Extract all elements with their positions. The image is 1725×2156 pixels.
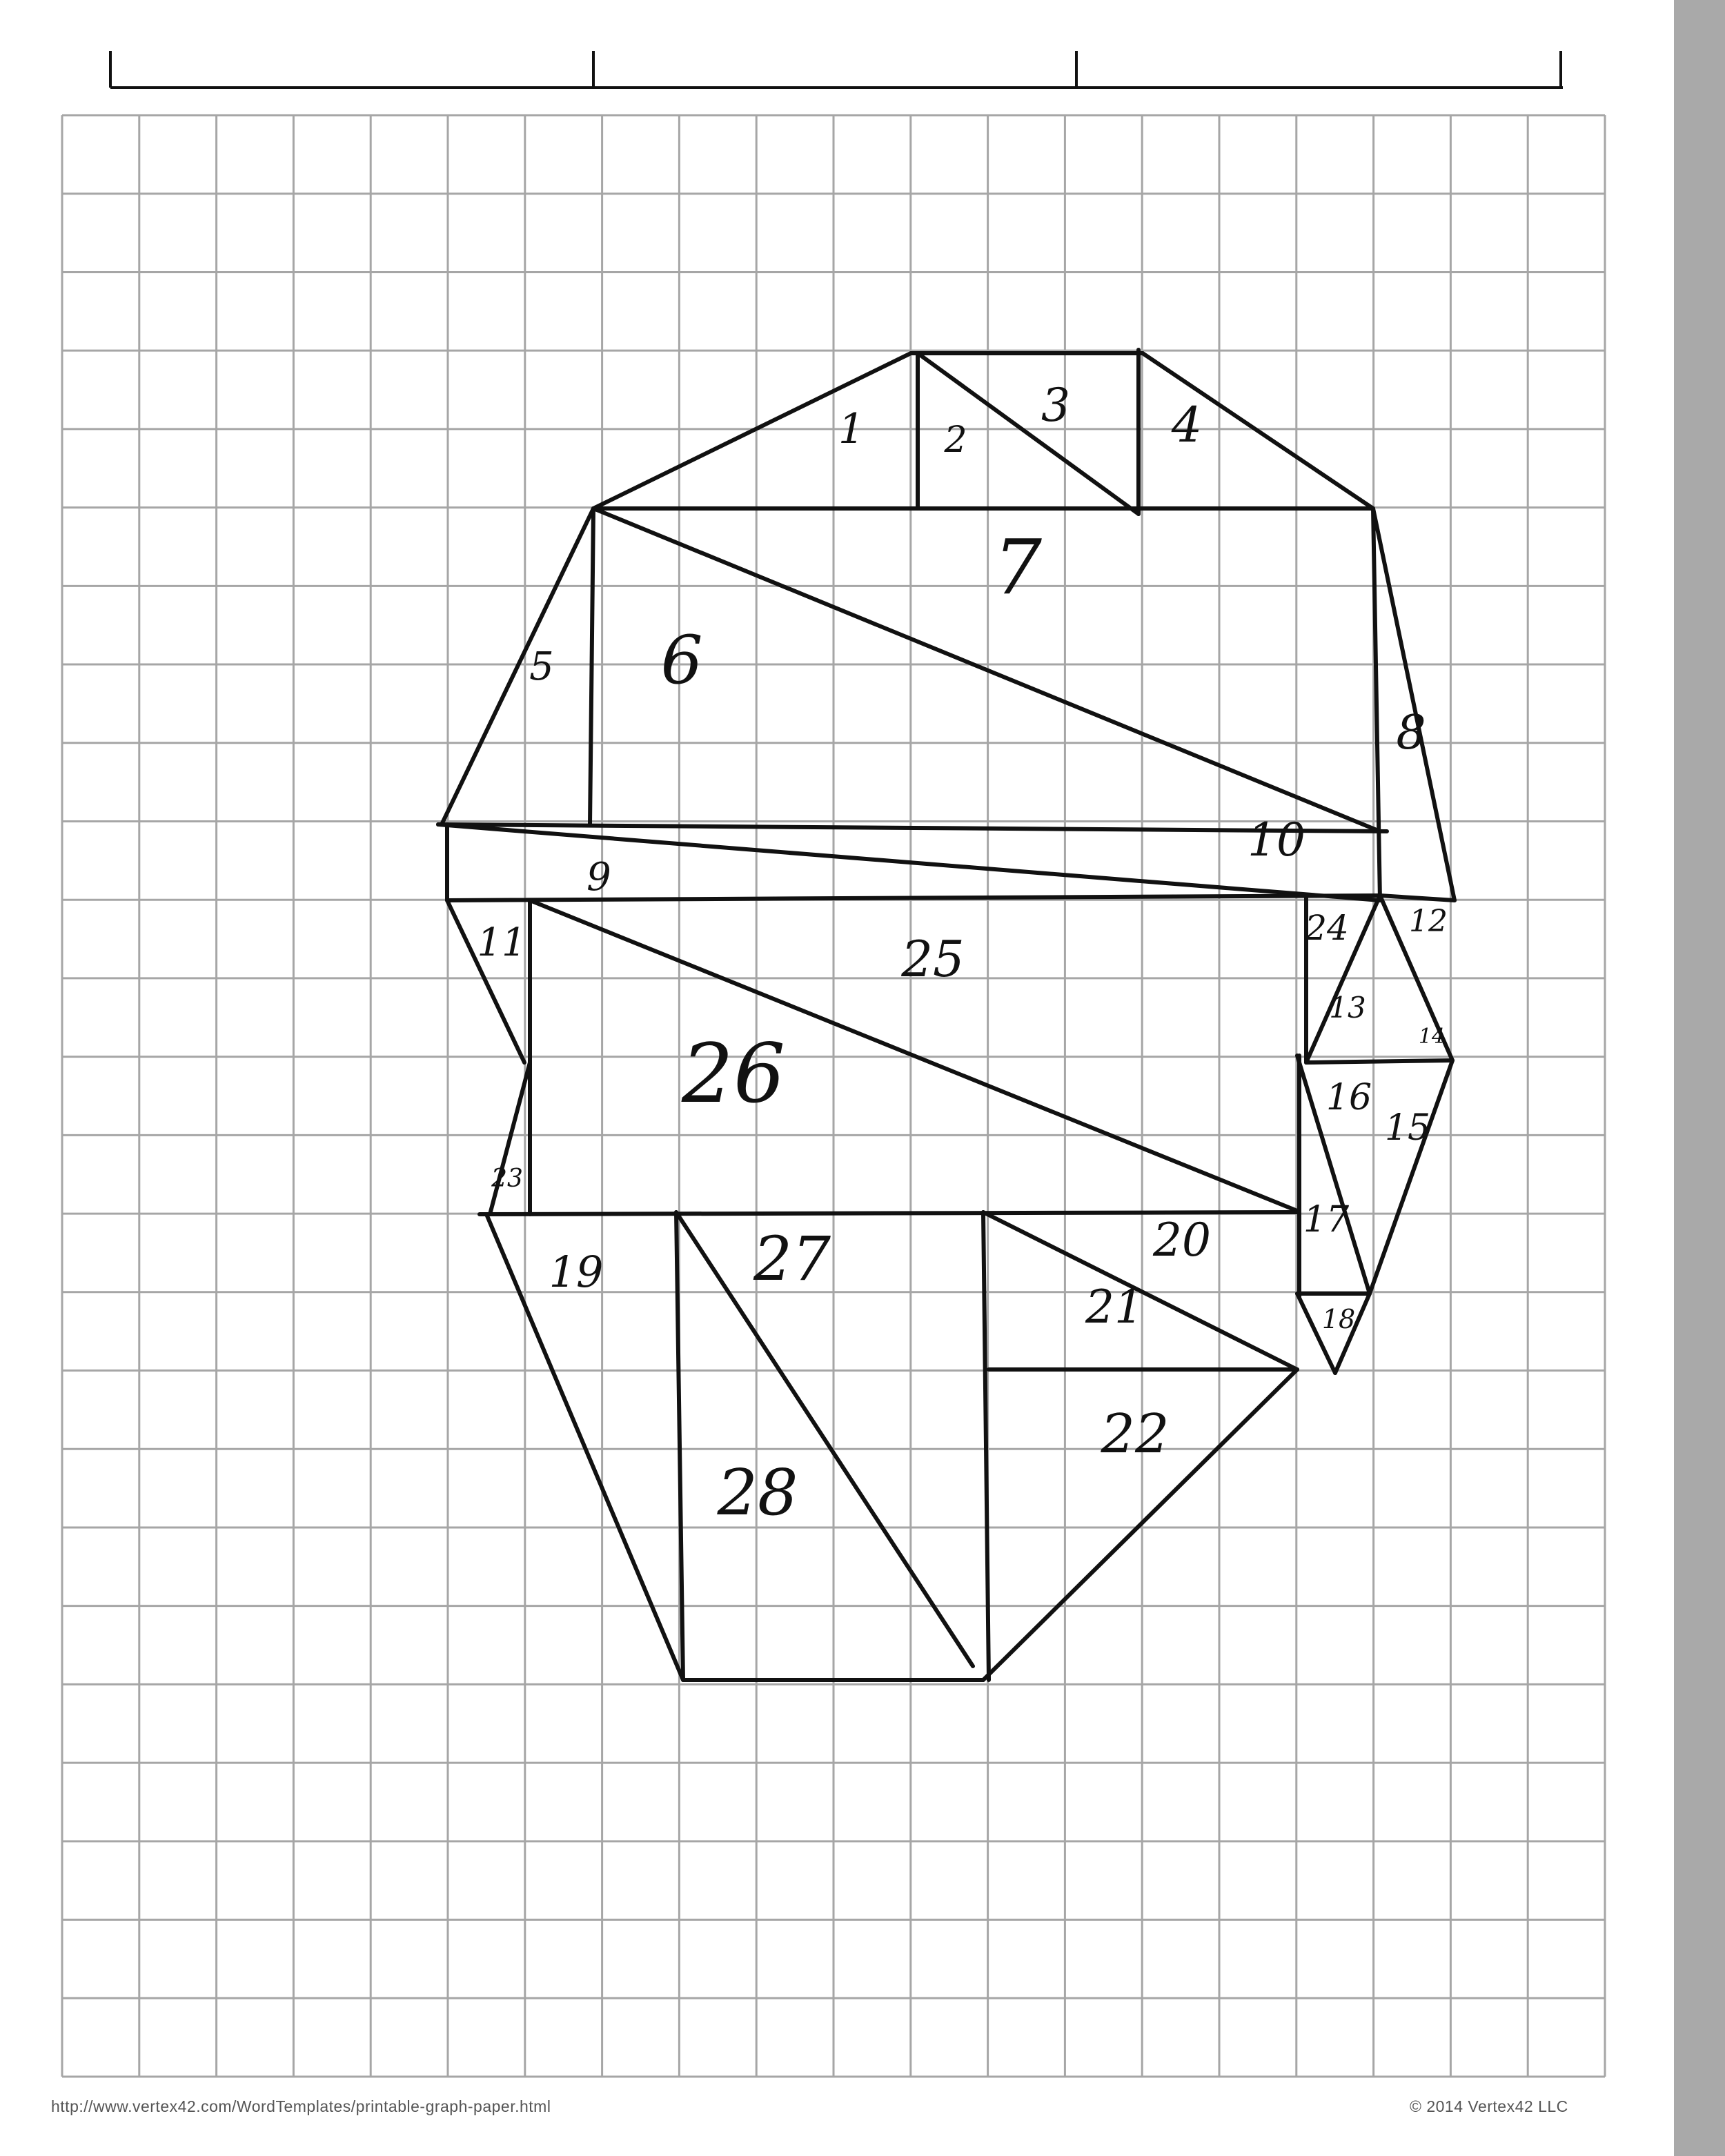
graph-paper-page: 1 2 3 4 5 6 7 8 9 10 11 12 13 14 15 16 17 18 19 20 21 22 23 24 2… — [51, 51, 1606, 2115]
shape-edge — [477, 1210, 1301, 1216]
shape-edge — [981, 1210, 991, 1682]
shape-edge — [916, 351, 1141, 516]
shape-edge — [1295, 1054, 1372, 1296]
region-label-23: 23 — [491, 1165, 523, 1193]
region-label-28: 28 — [716, 1456, 798, 1530]
shape-edge — [484, 1212, 685, 1682]
region-label-12: 12 — [1409, 904, 1448, 939]
region-label-15: 15 — [1385, 1107, 1430, 1149]
region-label-27: 27 — [753, 1223, 831, 1294]
region-label-21: 21 — [1085, 1280, 1143, 1334]
region-label-7: 7 — [994, 523, 1042, 611]
region-label-6: 6 — [660, 622, 702, 699]
right-margin-bar — [1674, 0, 1725, 2156]
region-label-4: 4 — [1171, 397, 1203, 453]
region-label-11: 11 — [477, 920, 526, 965]
region-label-14: 14 — [1419, 1025, 1445, 1049]
region-label-17: 17 — [1303, 1199, 1350, 1240]
region-label-20: 20 — [1152, 1214, 1211, 1267]
shape-edge — [440, 506, 595, 827]
shape-edge — [436, 822, 1389, 833]
shape-edge — [1304, 1058, 1455, 1065]
graph-grid — [61, 114, 1606, 2078]
shape-edge — [528, 898, 1299, 1213]
shape-edge — [1333, 1292, 1372, 1375]
shape-edge — [1141, 351, 1375, 511]
shape-edge — [1378, 893, 1457, 902]
shape-edge — [445, 893, 1382, 902]
shape-edge — [981, 1367, 1299, 1682]
shape-edge — [488, 1060, 532, 1216]
region-label-24: 24 — [1304, 908, 1349, 948]
region-label-25: 25 — [900, 930, 965, 988]
shape-edge — [436, 822, 1382, 902]
region-label-8: 8 — [1396, 706, 1426, 760]
shape-edge — [1371, 506, 1382, 902]
shape-edge — [981, 1210, 1299, 1372]
hand-drawn-shape — [436, 348, 1457, 1682]
shape-edge — [674, 1210, 685, 1682]
shape-edge — [445, 898, 526, 1065]
region-label-13: 13 — [1329, 991, 1366, 1025]
top-ruler — [109, 51, 1563, 89]
region-label-9: 9 — [586, 855, 611, 900]
region-label-18: 18 — [1322, 1304, 1355, 1334]
shape-edge — [1378, 893, 1455, 1062]
shape-edge — [1295, 1292, 1337, 1375]
region-label-1: 1 — [838, 405, 865, 453]
region-label-22: 22 — [1100, 1403, 1169, 1465]
shape-edge — [591, 351, 913, 511]
shape-edge — [1304, 893, 1382, 1065]
region-label-19: 19 — [549, 1247, 604, 1297]
shape-edge — [591, 506, 1382, 833]
region-label-10: 10 — [1248, 813, 1305, 867]
region-label-16: 16 — [1326, 1077, 1372, 1118]
shape-edge — [1371, 506, 1457, 902]
region-label-5: 5 — [529, 644, 554, 689]
footer-url[interactable]: http://www.vertex42.com/WordTemplates/pr… — [51, 2097, 551, 2115]
region-label-2: 2 — [943, 419, 967, 461]
footer-copyright: © 2014 Vertex42 LLC — [1410, 2097, 1568, 2115]
shape-edge — [1368, 1058, 1455, 1296]
shape-edge — [674, 1210, 975, 1668]
region-label-26: 26 — [681, 1026, 785, 1121]
shape-edge — [588, 506, 595, 827]
region-label-3: 3 — [1041, 379, 1070, 432]
